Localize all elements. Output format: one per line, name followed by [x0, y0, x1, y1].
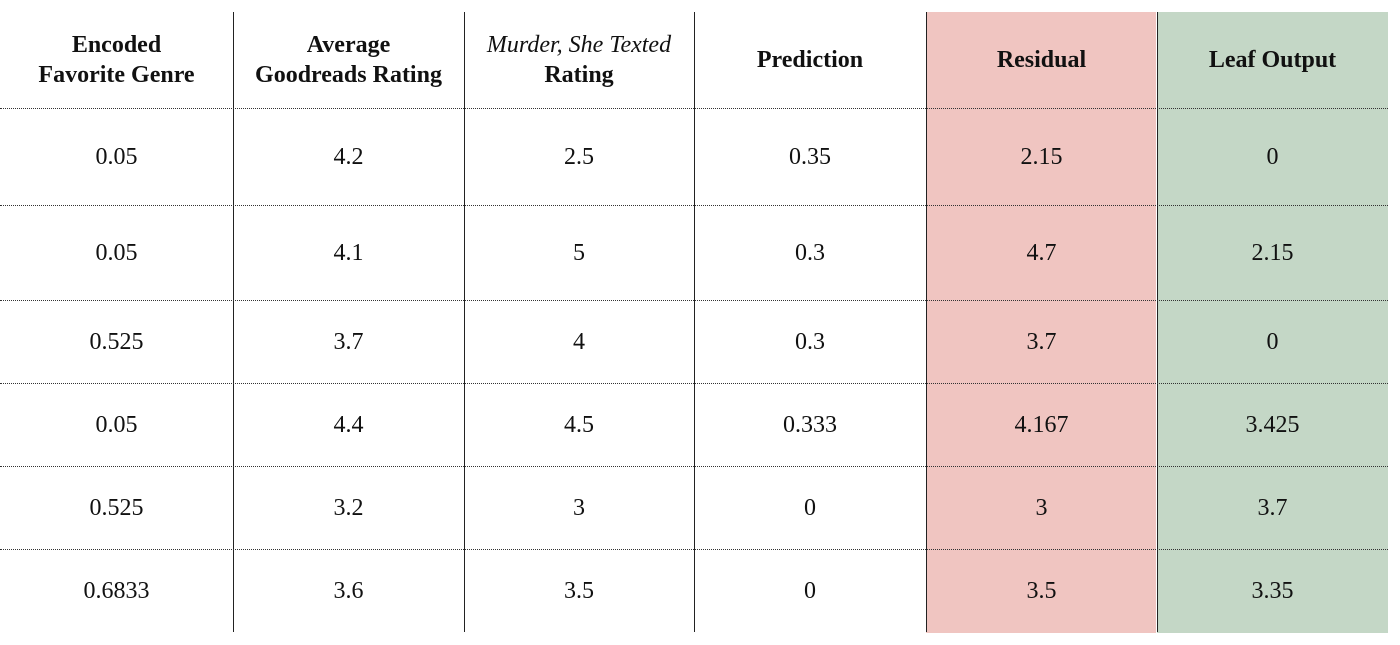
- cell-leaf-output: 3.7: [1257, 494, 1288, 521]
- header-line: Murder, She Texted: [486, 32, 672, 58]
- cell-avg-goodreads: 3.2: [333, 494, 364, 521]
- cell-leaf-output: 0: [1266, 143, 1279, 170]
- column-divider: [464, 12, 465, 632]
- header-line: Encoded: [71, 32, 162, 58]
- cell-prediction: 0: [804, 494, 816, 521]
- row-divider: [0, 205, 1388, 206]
- header-line: Goodreads Rating: [255, 62, 442, 88]
- cell-residual: 2.15: [1020, 143, 1063, 170]
- cell-avg-goodreads: 4.1: [333, 239, 364, 266]
- cell-residual: 4.167: [1014, 411, 1069, 438]
- header-leaf-output: Leaf Output: [1157, 12, 1388, 108]
- header-line: Rating: [544, 62, 614, 88]
- cell-avg-goodreads: 3.7: [333, 328, 364, 355]
- cell-mst-rating: 4: [573, 328, 585, 355]
- cell-residual: 4.7: [1026, 239, 1057, 266]
- residual-column-highlight: [926, 12, 1156, 633]
- header-line: Prediction: [756, 47, 864, 73]
- row-divider: [0, 549, 1388, 550]
- cell-prediction: 0.35: [789, 143, 831, 170]
- cell-encoded-genre: 0.6833: [83, 577, 150, 604]
- cell-avg-goodreads: 4.4: [333, 411, 364, 438]
- column-divider: [926, 12, 927, 632]
- cell-mst-rating: 4.5: [564, 411, 594, 438]
- header-line: Favorite Genre: [38, 62, 195, 88]
- cell-encoded-genre: 0.525: [89, 494, 144, 521]
- cell-leaf-output: 2.15: [1251, 239, 1294, 266]
- header-line: Leaf Output: [1208, 47, 1337, 73]
- row-divider: [0, 383, 1388, 384]
- cell-leaf-output: 3.425: [1245, 411, 1300, 438]
- cell-encoded-genre: 0.525: [89, 328, 144, 355]
- cell-encoded-genre: 0.05: [95, 411, 138, 438]
- cell-prediction: 0: [804, 577, 816, 604]
- row-divider: [0, 108, 1388, 109]
- cell-mst-rating: 3: [573, 494, 585, 521]
- column-divider: [1157, 12, 1158, 632]
- column-divider: [233, 12, 234, 632]
- cell-mst-rating: 2.5: [564, 143, 594, 170]
- cell-avg-goodreads: 4.2: [333, 143, 364, 170]
- cell-prediction: 0.3: [795, 239, 825, 266]
- cell-mst-rating: 3.5: [564, 577, 594, 604]
- cell-residual: 3.7: [1026, 328, 1057, 355]
- cell-prediction: 0.333: [783, 411, 837, 438]
- header-mst-rating: Murder, She Texted Rating: [464, 12, 694, 108]
- header-line: Average: [306, 32, 391, 58]
- cell-prediction: 0.3: [795, 328, 825, 355]
- cell-residual: 3.5: [1026, 577, 1057, 604]
- header-residual: Residual: [926, 12, 1157, 108]
- column-divider: [694, 12, 695, 632]
- header-encoded-genre: Encoded Favorite Genre: [0, 12, 233, 108]
- header-line: Residual: [996, 47, 1087, 73]
- cell-encoded-genre: 0.05: [95, 143, 138, 170]
- row-divider: [0, 466, 1388, 467]
- row-divider: [0, 300, 1388, 301]
- header-avg-goodreads: Average Goodreads Rating: [233, 12, 464, 108]
- cell-leaf-output: 3.35: [1251, 577, 1294, 604]
- cell-residual: 3: [1035, 494, 1048, 521]
- header-prediction: Prediction: [694, 12, 926, 108]
- cell-leaf-output: 0: [1266, 328, 1279, 355]
- cell-mst-rating: 5: [573, 239, 585, 266]
- leaf-output-column-highlight: [1157, 12, 1388, 633]
- cell-encoded-genre: 0.05: [95, 239, 138, 266]
- cell-avg-goodreads: 3.6: [333, 577, 364, 604]
